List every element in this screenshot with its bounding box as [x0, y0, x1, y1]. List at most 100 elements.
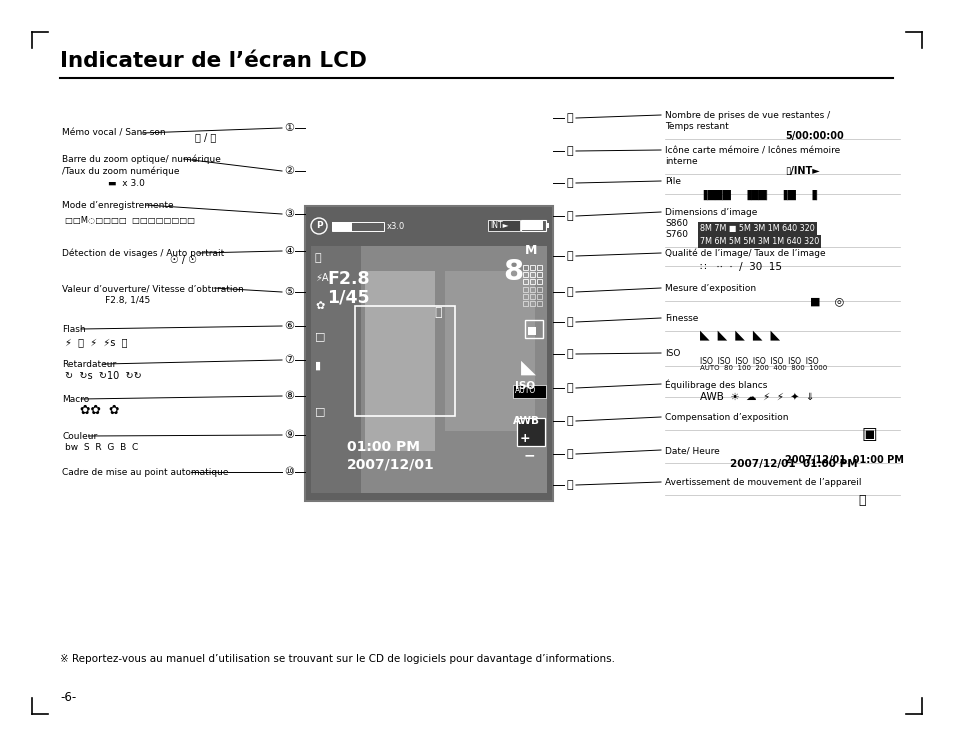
- Bar: [305, 206, 553, 501]
- Text: Macro: Macro: [62, 395, 90, 404]
- Text: ∷   ⋅⋅  ⋅  /  30  15: ∷ ⋅⋅ ⋅ / 30 15: [700, 262, 781, 272]
- Text: ISO: ISO: [664, 349, 679, 358]
- Text: S860: S860: [664, 219, 687, 228]
- Bar: [365, 271, 435, 451]
- Text: AUTO: AUTO: [515, 386, 536, 395]
- Text: ㉒: ㉒: [566, 113, 573, 123]
- Text: Valeur d’ouverture/ Vitesse d’obturation: Valeur d’ouverture/ Vitesse d’obturation: [62, 284, 244, 293]
- Text: Temps restant: Temps restant: [664, 122, 728, 131]
- Text: ISO: ISO: [515, 381, 535, 391]
- Text: F2.8: F2.8: [327, 270, 369, 288]
- Text: ⑧: ⑧: [284, 391, 294, 401]
- Text: ▯/INT►: ▯/INT►: [784, 166, 819, 176]
- Text: □: □: [314, 331, 325, 341]
- Bar: [513, 385, 545, 398]
- Text: □□M◌□□□□  □□□□□□□□: □□M◌□□□□ □□□□□□□□: [65, 216, 194, 225]
- Bar: [527, 327, 536, 335]
- Text: INT►: INT►: [490, 221, 508, 230]
- Bar: [444, 271, 535, 431]
- Text: ②: ②: [284, 166, 294, 176]
- Bar: [488, 220, 519, 231]
- Bar: [537, 294, 541, 299]
- Text: 8M 7M ■ 5M 3M 1M 640 320: 8M 7M ■ 5M 3M 1M 640 320: [700, 224, 814, 233]
- Text: ■    ◎: ■ ◎: [809, 296, 843, 306]
- Text: Icône carte mémoire / Icônes mémoire: Icône carte mémoire / Icônes mémoire: [664, 146, 840, 155]
- Text: 🎤 / ⓘ: 🎤 / ⓘ: [194, 132, 216, 142]
- Text: 01:00 PM: 01:00 PM: [347, 440, 419, 454]
- Text: Avertissement de mouvement de l’appareil: Avertissement de mouvement de l’appareil: [664, 478, 861, 487]
- Bar: [530, 287, 535, 292]
- Text: ㉑: ㉑: [566, 146, 573, 156]
- Text: Pile: Pile: [664, 177, 680, 186]
- Text: ⑮: ⑮: [566, 349, 573, 359]
- Text: ④: ④: [284, 246, 294, 256]
- Bar: [530, 294, 535, 299]
- Text: ✿✿  ✿: ✿✿ ✿: [80, 404, 119, 417]
- Text: ⑨: ⑨: [284, 430, 294, 440]
- Text: /Taux du zoom numérique: /Taux du zoom numérique: [62, 167, 179, 177]
- Bar: [537, 265, 541, 270]
- Bar: [332, 222, 384, 231]
- Text: Ⓟ: Ⓟ: [314, 253, 321, 263]
- Bar: [311, 246, 360, 493]
- Text: ☉ / ☉: ☉ / ☉: [170, 255, 196, 265]
- Text: Indicateur de l’écran LCD: Indicateur de l’écran LCD: [60, 51, 367, 71]
- Text: bw  S  R  G  B  C: bw S R G B C: [65, 443, 138, 452]
- Text: F2.8, 1/45: F2.8, 1/45: [62, 296, 150, 305]
- Text: x3.0: x3.0: [387, 222, 405, 231]
- Bar: [521, 221, 542, 230]
- Text: Qualité de l’image/ Taux de l’image: Qualité de l’image/ Taux de l’image: [664, 249, 824, 259]
- Text: interne: interne: [664, 157, 697, 166]
- Text: ⚡  ⓞ  ⚡  ⚡s  ⓢ: ⚡ ⓞ ⚡ ⚡s ⓢ: [65, 337, 128, 347]
- Text: AWB  ☀  ☁  ⚡  ⚡  ✦  ⇓: AWB ☀ ☁ ⚡ ⚡ ✦ ⇓: [700, 392, 814, 402]
- Bar: [311, 246, 546, 493]
- Text: Finesse: Finesse: [664, 314, 698, 323]
- Bar: [311, 246, 546, 493]
- Text: ①: ①: [284, 123, 294, 133]
- Text: -6-: -6-: [60, 691, 76, 704]
- Text: 🎤: 🎤: [857, 494, 864, 507]
- Text: ⑭: ⑭: [566, 383, 573, 393]
- Text: 2007/12/01: 2007/12/01: [347, 457, 435, 471]
- Text: 🎤: 🎤: [434, 306, 441, 319]
- Bar: [522, 272, 527, 277]
- Text: Retardateur: Retardateur: [62, 360, 116, 369]
- Text: Dimensions d’image: Dimensions d’image: [664, 208, 757, 217]
- Text: −: −: [523, 448, 535, 462]
- Bar: [522, 294, 527, 299]
- Text: Flash: Flash: [62, 325, 86, 334]
- Bar: [530, 301, 535, 306]
- Text: S760: S760: [664, 230, 687, 239]
- Bar: [537, 287, 541, 292]
- Text: 5/00:00:00: 5/00:00:00: [784, 131, 842, 141]
- Text: ⑦: ⑦: [284, 355, 294, 365]
- Text: M: M: [524, 244, 537, 257]
- Bar: [522, 279, 527, 284]
- Bar: [522, 301, 527, 306]
- Bar: [355, 306, 455, 416]
- Text: P: P: [315, 222, 322, 231]
- Bar: [517, 418, 544, 446]
- Text: ⑱: ⑱: [566, 251, 573, 261]
- Text: Date/ Heure: Date/ Heure: [664, 446, 719, 455]
- Text: ↻  ↻s  ↻10  ↻↻: ↻ ↻s ↻10 ↻↻: [65, 371, 142, 381]
- Text: ③: ③: [284, 209, 294, 219]
- Text: Couleur: Couleur: [62, 432, 97, 441]
- Text: ⑳: ⑳: [566, 178, 573, 188]
- Bar: [537, 301, 541, 306]
- Text: ⑥: ⑥: [284, 321, 294, 331]
- Text: ▮: ▮: [314, 361, 321, 371]
- Text: Cadre de mise au point automatique: Cadre de mise au point automatique: [62, 468, 229, 477]
- Text: ⑤: ⑤: [284, 287, 294, 297]
- Text: Équilibrage des blancs: Équilibrage des blancs: [664, 380, 766, 390]
- Text: Nombre de prises de vue restantes /: Nombre de prises de vue restantes /: [664, 111, 829, 120]
- Bar: [522, 287, 527, 292]
- Text: ⑫: ⑫: [566, 449, 573, 459]
- Bar: [524, 320, 542, 338]
- Text: ▣: ▣: [862, 425, 877, 443]
- Text: 2007/12/01  01:00 PM: 2007/12/01 01:00 PM: [729, 459, 857, 469]
- Text: Mode d’enregistremente: Mode d’enregistremente: [62, 201, 173, 210]
- Text: ⑰: ⑰: [566, 287, 573, 297]
- Text: ⑲: ⑲: [566, 211, 573, 221]
- Text: Mesure d’exposition: Mesure d’exposition: [664, 284, 756, 293]
